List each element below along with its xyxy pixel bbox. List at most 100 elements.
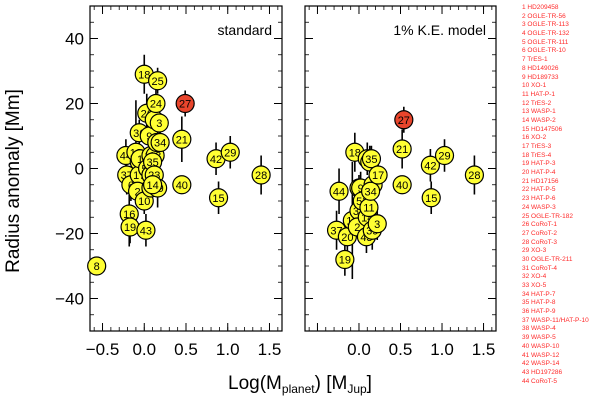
point-label: 19 bbox=[124, 222, 136, 234]
point-label: 29 bbox=[438, 151, 450, 163]
x-tick-label: 0.0 bbox=[347, 340, 371, 359]
point-marker bbox=[392, 175, 412, 195]
point-label: 29 bbox=[224, 147, 236, 159]
legend-entry: 42 WASP-14 bbox=[522, 360, 560, 368]
legend-entry: 8 HD149026 bbox=[522, 64, 559, 72]
legend-entry: 17 TrES-3 bbox=[522, 143, 552, 150]
point-marker bbox=[136, 220, 156, 240]
legend-entry: 41 WASP-12 bbox=[522, 351, 560, 359]
point-label: 40 bbox=[396, 180, 408, 192]
point-marker bbox=[367, 214, 387, 234]
legend-entry: 31 CoRoT-4 bbox=[522, 264, 558, 272]
data-point: 24 bbox=[146, 93, 166, 114]
legend-entry: 40 WASP-10 bbox=[522, 342, 560, 350]
point-label: 18 bbox=[138, 69, 150, 81]
data-point: 27 bbox=[175, 93, 195, 114]
data-point: 28 bbox=[464, 165, 485, 185]
plot-frame bbox=[89, 5, 283, 332]
point-label: 43 bbox=[140, 225, 152, 237]
data-point: 42 bbox=[420, 155, 440, 175]
data-point: 3 bbox=[367, 214, 387, 234]
data-point: 27 bbox=[394, 110, 414, 130]
point-marker bbox=[220, 142, 240, 162]
point-marker bbox=[208, 188, 229, 208]
point-label: 42 bbox=[210, 154, 222, 166]
legend-entry: 3 OGLE-TR-113 bbox=[522, 21, 569, 29]
legend-entry: 36 HAT-P-9 bbox=[522, 308, 556, 316]
point-label: 2 bbox=[354, 222, 360, 234]
point-marker bbox=[150, 132, 170, 153]
y-tick-label: −40 bbox=[55, 290, 84, 309]
legend-entry: 15 HD147506 bbox=[522, 125, 563, 133]
x-axis-label-main: Log(M bbox=[228, 373, 282, 394]
point-label: 11 bbox=[363, 203, 374, 215]
point-label: 34 bbox=[154, 138, 166, 150]
point-label: 14 bbox=[146, 180, 158, 192]
data-point: 43 bbox=[136, 220, 156, 240]
legend-entry: 43 HD197286 bbox=[522, 368, 563, 376]
point-label: 40 bbox=[176, 180, 188, 192]
x-axis-label-sub: planet bbox=[282, 382, 315, 396]
legend-entry: 10 XO-1 bbox=[522, 82, 547, 90]
legend-entry: 9 HD189733 bbox=[522, 73, 559, 81]
panel-title: 1% K.E. model bbox=[393, 22, 486, 38]
data-point: 15 bbox=[421, 188, 441, 208]
legend-entry: 2 OGLE-TR-56 bbox=[522, 12, 566, 20]
legend-entry: 37 WASP-11/HAT-P-10 bbox=[522, 316, 589, 324]
planet-legend: 1 HD209458 2 OGLE-TR-56 3 OGLE-TR-113 4 OGL… bbox=[522, 4, 600, 386]
point-label: 25 bbox=[151, 76, 163, 88]
point-marker bbox=[392, 139, 412, 159]
legend-entry: 33 XO-5 bbox=[522, 282, 547, 289]
point-marker bbox=[148, 71, 168, 91]
point-label: 20 bbox=[341, 232, 353, 244]
x-tick-label: 0.5 bbox=[389, 340, 413, 359]
point-marker bbox=[87, 256, 107, 276]
legend-entry: 32 XO-4 bbox=[522, 273, 547, 281]
point-label: 27 bbox=[179, 99, 191, 111]
point-label: 21 bbox=[176, 134, 188, 146]
panel-ke-model: 0.00.51.01.51% K.E. model371920441218363… bbox=[304, 5, 497, 359]
point-label: 19 bbox=[339, 255, 351, 267]
x-tick-label: 1.0 bbox=[430, 340, 454, 359]
legend-entry: 21 HD17156 bbox=[522, 177, 559, 185]
legend-entry: 4 OGLE-TR-132 bbox=[522, 30, 570, 38]
legend-entry: 7 TrES-1 bbox=[522, 56, 548, 64]
legend-entry: 35 HAT-P-8 bbox=[522, 299, 556, 307]
point-label: 24 bbox=[150, 99, 162, 111]
legend-entry: 38 WASP-4 bbox=[522, 325, 556, 333]
x-tick-label: −0.5 bbox=[86, 340, 120, 359]
point-marker bbox=[143, 175, 163, 195]
x-tick-label: 0.5 bbox=[174, 340, 198, 359]
legend-entry: 26 CoRoT-1 bbox=[522, 221, 558, 229]
legend-entry: 24 WASP-3 bbox=[522, 203, 556, 211]
legend-entry: 18 TrES-4 bbox=[522, 151, 552, 159]
data-point: 15 bbox=[208, 188, 229, 208]
point-marker bbox=[175, 93, 195, 114]
x-tick-label: 1.5 bbox=[472, 340, 496, 359]
data-point: 34 bbox=[150, 132, 170, 153]
point-label: 35 bbox=[365, 154, 377, 166]
legend-entry: 30 OGLE-TR-211 bbox=[522, 255, 573, 263]
point-label: 42 bbox=[424, 160, 436, 172]
point-label: 9 bbox=[358, 183, 364, 195]
point-label: 34 bbox=[364, 186, 376, 198]
point-marker bbox=[172, 129, 192, 149]
legend-entry: 14 WASP-2 bbox=[522, 116, 556, 124]
data-point: 34 bbox=[361, 181, 381, 201]
data-point: 21 bbox=[172, 129, 192, 149]
data-point: 19 bbox=[335, 249, 355, 270]
point-label: 21 bbox=[396, 144, 408, 156]
point-marker bbox=[420, 155, 440, 175]
point-marker bbox=[251, 165, 271, 185]
legend-entry: 34 HAT-P-7 bbox=[522, 290, 556, 298]
data-point: 8 bbox=[87, 256, 107, 276]
point-label: 15 bbox=[212, 193, 224, 205]
point-marker bbox=[149, 113, 169, 133]
point-marker bbox=[361, 149, 382, 169]
data-point: 35 bbox=[361, 149, 382, 169]
legend-entry: 44 CoRoT-5 bbox=[522, 377, 558, 385]
legend-entry: 22 HAT-P-5 bbox=[522, 186, 556, 194]
